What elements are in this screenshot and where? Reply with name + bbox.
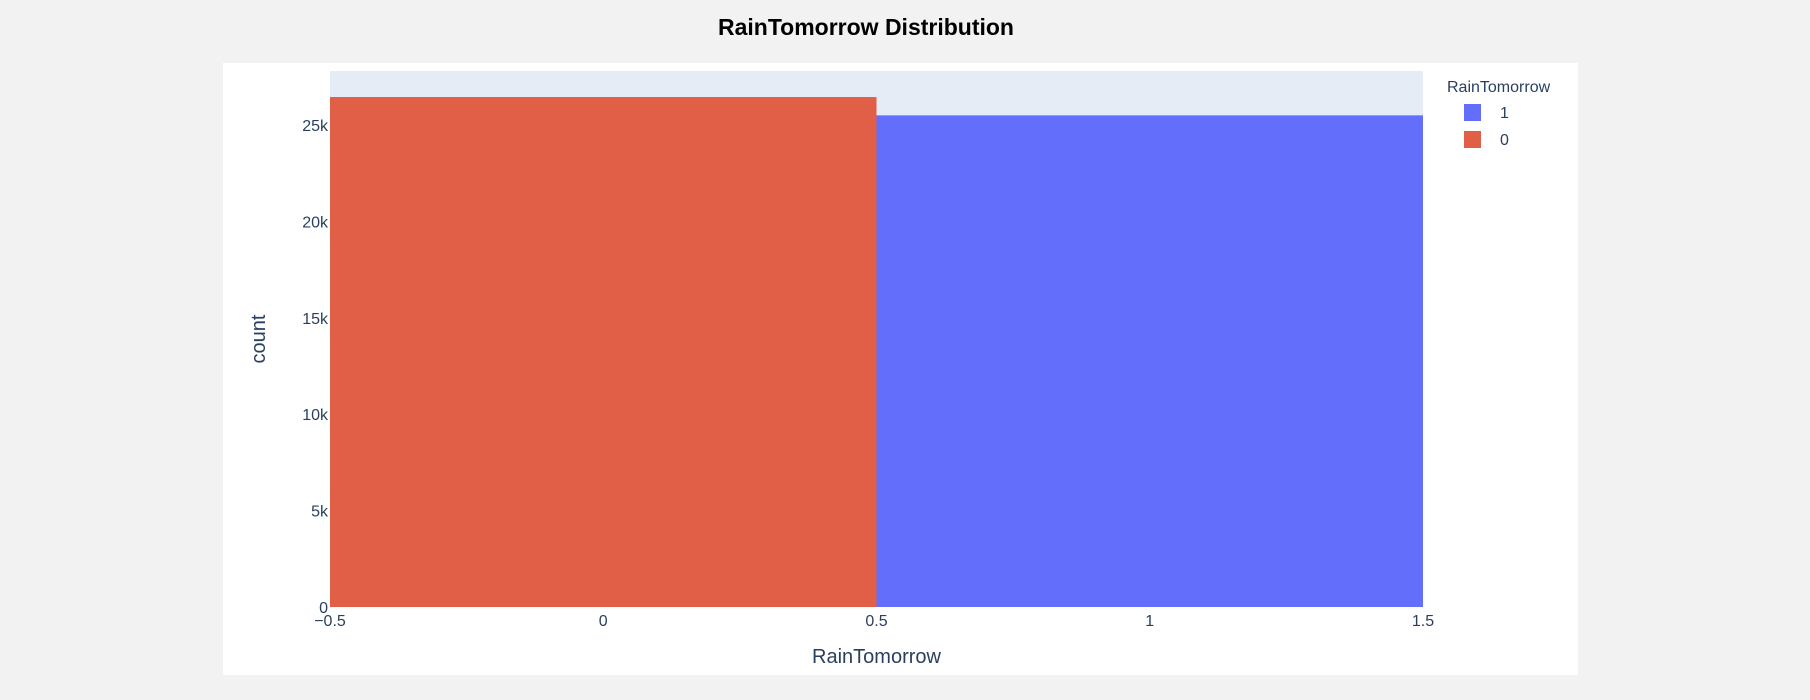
bars-layer: [330, 97, 1423, 607]
chart-card: −0.5 0 0.5 1 1.5 0 5k 10k 15k 20k 25k RainTomorro…: [223, 63, 1578, 675]
y-axis-title: count: [248, 314, 270, 363]
legend: RainTomorrow 1 0: [1447, 79, 1551, 149]
x-axis-title: RainTomorrow: [812, 646, 941, 668]
x-tick-label: 0.5: [865, 613, 887, 630]
legend-swatch-0[interactable]: [1464, 131, 1481, 148]
y-tick-label: 15k: [302, 311, 329, 328]
x-tick-label: 1: [1145, 613, 1154, 630]
y-tick-label: 10k: [302, 407, 329, 424]
legend-swatch-1[interactable]: [1464, 104, 1481, 121]
chart-title: RainTomorrow Distribution: [717, 14, 1014, 40]
x-tick-label: −0.5: [314, 613, 346, 630]
legend-title: RainTomorrow: [1447, 79, 1551, 96]
y-tick-label: 25k: [302, 118, 329, 135]
bar-0[interactable]: [330, 97, 877, 607]
x-axis-ticks: −0.5 0 0.5 1 1.5: [314, 613, 1434, 630]
y-axis-ticks: 0 5k 10k 15k 20k 25k: [302, 118, 329, 617]
x-tick-label: 1.5: [1412, 613, 1434, 630]
y-tick-label: 20k: [302, 214, 329, 231]
bar-1[interactable]: [876, 115, 1424, 607]
legend-label-1[interactable]: 1: [1500, 105, 1509, 122]
legend-label-0[interactable]: 0: [1500, 132, 1509, 149]
x-tick-label: 0: [599, 613, 608, 630]
y-tick-label: 5k: [311, 504, 329, 521]
y-tick-label: 0: [319, 600, 328, 617]
